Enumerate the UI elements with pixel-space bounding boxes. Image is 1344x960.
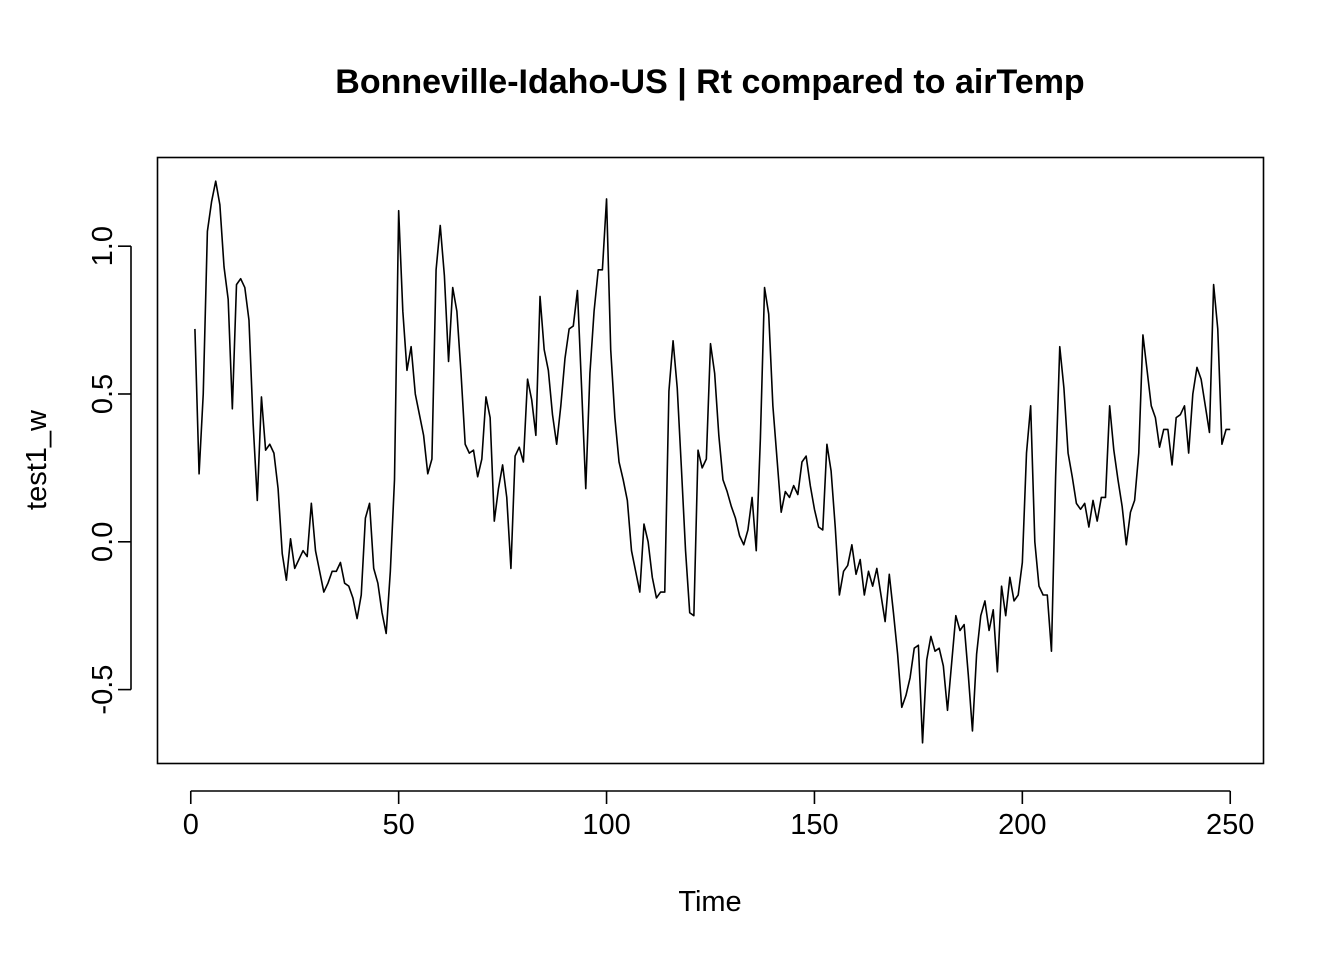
x-tick-label: 50 xyxy=(383,809,415,841)
y-tick-label: 1.0 xyxy=(87,226,119,266)
x-tick-label: 250 xyxy=(1206,809,1254,841)
x-tick-label: 0 xyxy=(183,809,199,841)
x-tick-label: 100 xyxy=(582,809,630,841)
y-axis-label: test1_w xyxy=(21,409,53,510)
chart-title: Bonneville-Idaho-US | Rt compared to air… xyxy=(335,63,1084,101)
y-tick-label: -0.5 xyxy=(87,665,119,715)
series-line xyxy=(194,180,1231,744)
x-tick-label: 200 xyxy=(998,809,1046,841)
x-axis-label: Time xyxy=(678,886,741,918)
y-tick-label: 0.0 xyxy=(87,522,119,562)
plot-frame xyxy=(156,156,1265,765)
y-axis: -0.5 0.0 0.5 1.0 xyxy=(87,226,132,715)
x-tick-label: 150 xyxy=(790,809,838,841)
x-axis: 0 50 100 150 200 250 xyxy=(183,790,1254,841)
y-tick-label: 0.5 xyxy=(87,374,119,414)
